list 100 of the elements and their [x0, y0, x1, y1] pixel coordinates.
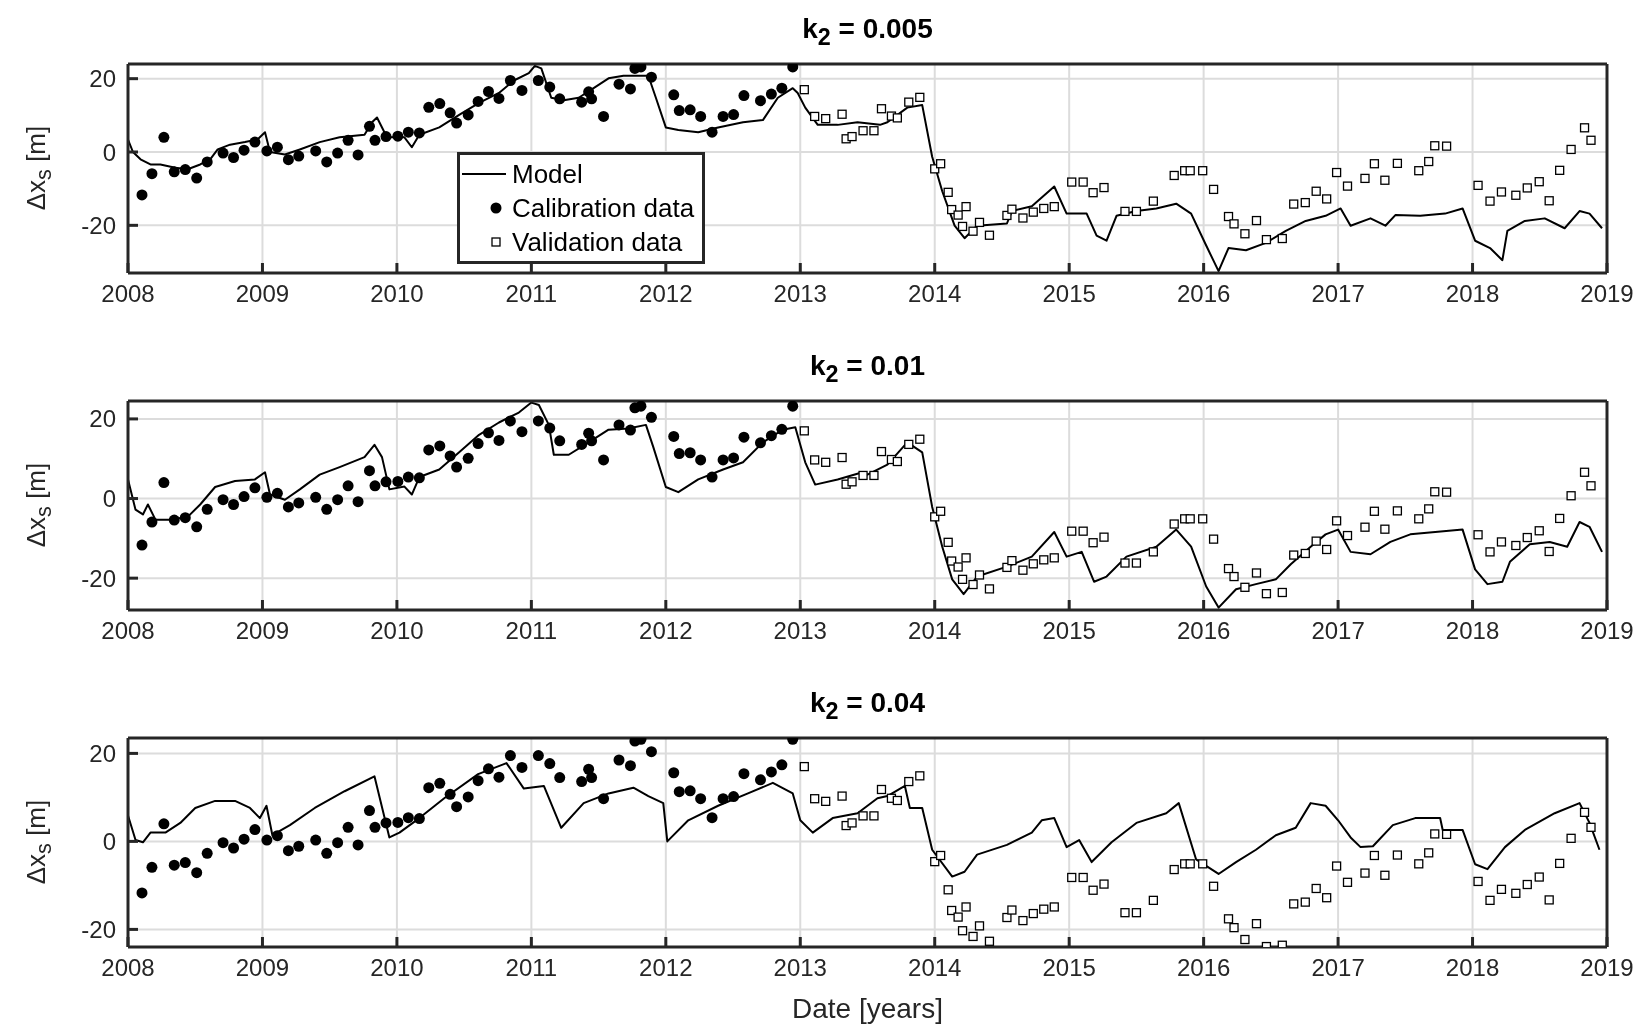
point	[668, 89, 680, 101]
point	[293, 497, 305, 509]
point	[201, 847, 213, 859]
point	[136, 539, 148, 551]
point	[201, 503, 213, 515]
point	[728, 109, 740, 121]
chart-title: k$_{2}$ = 0.01	[809, 350, 926, 388]
point	[158, 477, 170, 489]
point	[228, 499, 240, 511]
point	[423, 444, 435, 456]
point	[413, 813, 425, 825]
point	[363, 465, 375, 477]
point	[728, 452, 740, 464]
point	[544, 81, 556, 93]
point	[402, 126, 414, 138]
chart-title: k$_{2}$ = 0.04	[809, 687, 926, 725]
point	[282, 845, 294, 857]
point	[462, 109, 474, 121]
point	[504, 415, 516, 427]
point	[238, 144, 250, 156]
x-tick-label: 2008	[101, 617, 155, 645]
point	[684, 447, 696, 459]
point	[645, 411, 657, 423]
point	[146, 168, 158, 180]
point	[516, 426, 528, 438]
point	[673, 448, 685, 460]
point	[179, 512, 191, 524]
point	[635, 401, 647, 412]
x-tick-label: 2017	[1311, 280, 1365, 308]
legend-label: Validation data	[512, 226, 683, 258]
point	[544, 758, 556, 770]
x-tick-label: 2008	[101, 954, 155, 982]
point	[423, 101, 435, 113]
point	[310, 145, 322, 157]
point	[776, 759, 788, 771]
point	[217, 494, 229, 506]
point	[352, 839, 364, 851]
point	[624, 83, 636, 95]
point	[321, 156, 333, 168]
point	[321, 503, 333, 515]
point	[586, 93, 598, 105]
x-tick-label: 2010	[370, 617, 424, 645]
point	[293, 150, 305, 162]
point	[136, 189, 148, 201]
point	[282, 501, 294, 513]
point	[532, 750, 544, 762]
point	[369, 821, 381, 833]
x-tick-label: 2019	[1580, 617, 1634, 645]
point	[444, 788, 456, 800]
point	[493, 434, 505, 446]
point	[516, 84, 528, 96]
y-tick-label: -20	[81, 915, 116, 943]
point	[613, 754, 625, 766]
point	[332, 494, 344, 506]
point	[310, 834, 322, 846]
point	[321, 847, 333, 859]
x-tick-label: 2009	[235, 617, 290, 645]
point	[706, 126, 718, 138]
point	[576, 776, 588, 788]
point	[228, 842, 240, 854]
point	[168, 859, 180, 871]
x-tick-label: 2013	[773, 954, 827, 982]
point	[554, 435, 566, 447]
x-tick-label: 2016	[1176, 617, 1231, 645]
x-tick-label: 2019	[1580, 954, 1634, 982]
y-tick-label: 20	[89, 739, 116, 767]
point	[493, 771, 505, 783]
point	[392, 475, 404, 487]
point	[717, 793, 729, 805]
point	[717, 110, 729, 122]
point	[444, 450, 456, 462]
x-tick-label: 2010	[370, 954, 424, 982]
point	[695, 110, 707, 122]
point	[363, 120, 375, 132]
x-tick-label: 2016	[1176, 280, 1231, 308]
point	[776, 423, 788, 435]
point	[754, 774, 766, 786]
point	[668, 430, 680, 442]
point	[554, 93, 566, 105]
point	[293, 840, 305, 852]
point	[332, 147, 344, 159]
chart-title: k$_{2}$ = 0.005	[801, 13, 934, 51]
point	[342, 480, 354, 492]
point	[136, 887, 148, 899]
point	[392, 816, 404, 828]
point	[728, 791, 740, 803]
y-tick-label: 0	[102, 138, 116, 166]
point	[472, 775, 484, 787]
point	[787, 401, 799, 412]
point	[451, 801, 463, 813]
point	[444, 107, 456, 119]
x-tick-label: 2017	[1311, 617, 1365, 645]
point	[706, 471, 718, 483]
point	[249, 824, 261, 836]
point	[695, 454, 707, 466]
point	[717, 454, 729, 466]
point	[238, 833, 250, 845]
y-tick-label: 0	[102, 827, 116, 855]
y-tick-label: -20	[81, 564, 116, 592]
point	[402, 471, 414, 483]
